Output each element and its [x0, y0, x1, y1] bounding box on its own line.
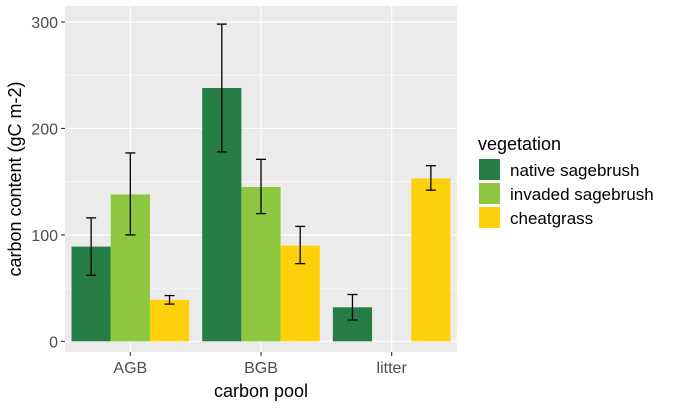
legend-swatch — [479, 183, 500, 204]
legend: vegetation native sagebrush invaded sageb… — [478, 134, 654, 228]
x-tick-label: BGB — [244, 360, 278, 377]
x-tick-label: AGB — [113, 360, 147, 377]
bar — [411, 178, 451, 342]
y-axis-title: carbon content (gC m-2) — [5, 81, 25, 276]
error-bars — [86, 23, 436, 321]
y-tick-label: 0 — [49, 334, 58, 351]
legend-swatch — [479, 159, 500, 180]
x-tick-label: litter — [377, 360, 408, 377]
legend-title: vegetation — [478, 134, 561, 154]
axes: 0 100 200 300 AGB BGB litter — [31, 15, 407, 377]
y-tick-label: 200 — [31, 121, 58, 138]
bar — [149, 299, 190, 342]
legend-label: cheatgrass — [510, 209, 593, 228]
x-axis-title: carbon pool — [214, 381, 308, 401]
y-tick-label: 100 — [31, 228, 58, 245]
legend-label: invaded sagebrush — [510, 185, 654, 204]
legend-swatch — [479, 207, 500, 228]
y-tick-label: 300 — [31, 15, 58, 32]
legend-label: native sagebrush — [510, 161, 639, 180]
